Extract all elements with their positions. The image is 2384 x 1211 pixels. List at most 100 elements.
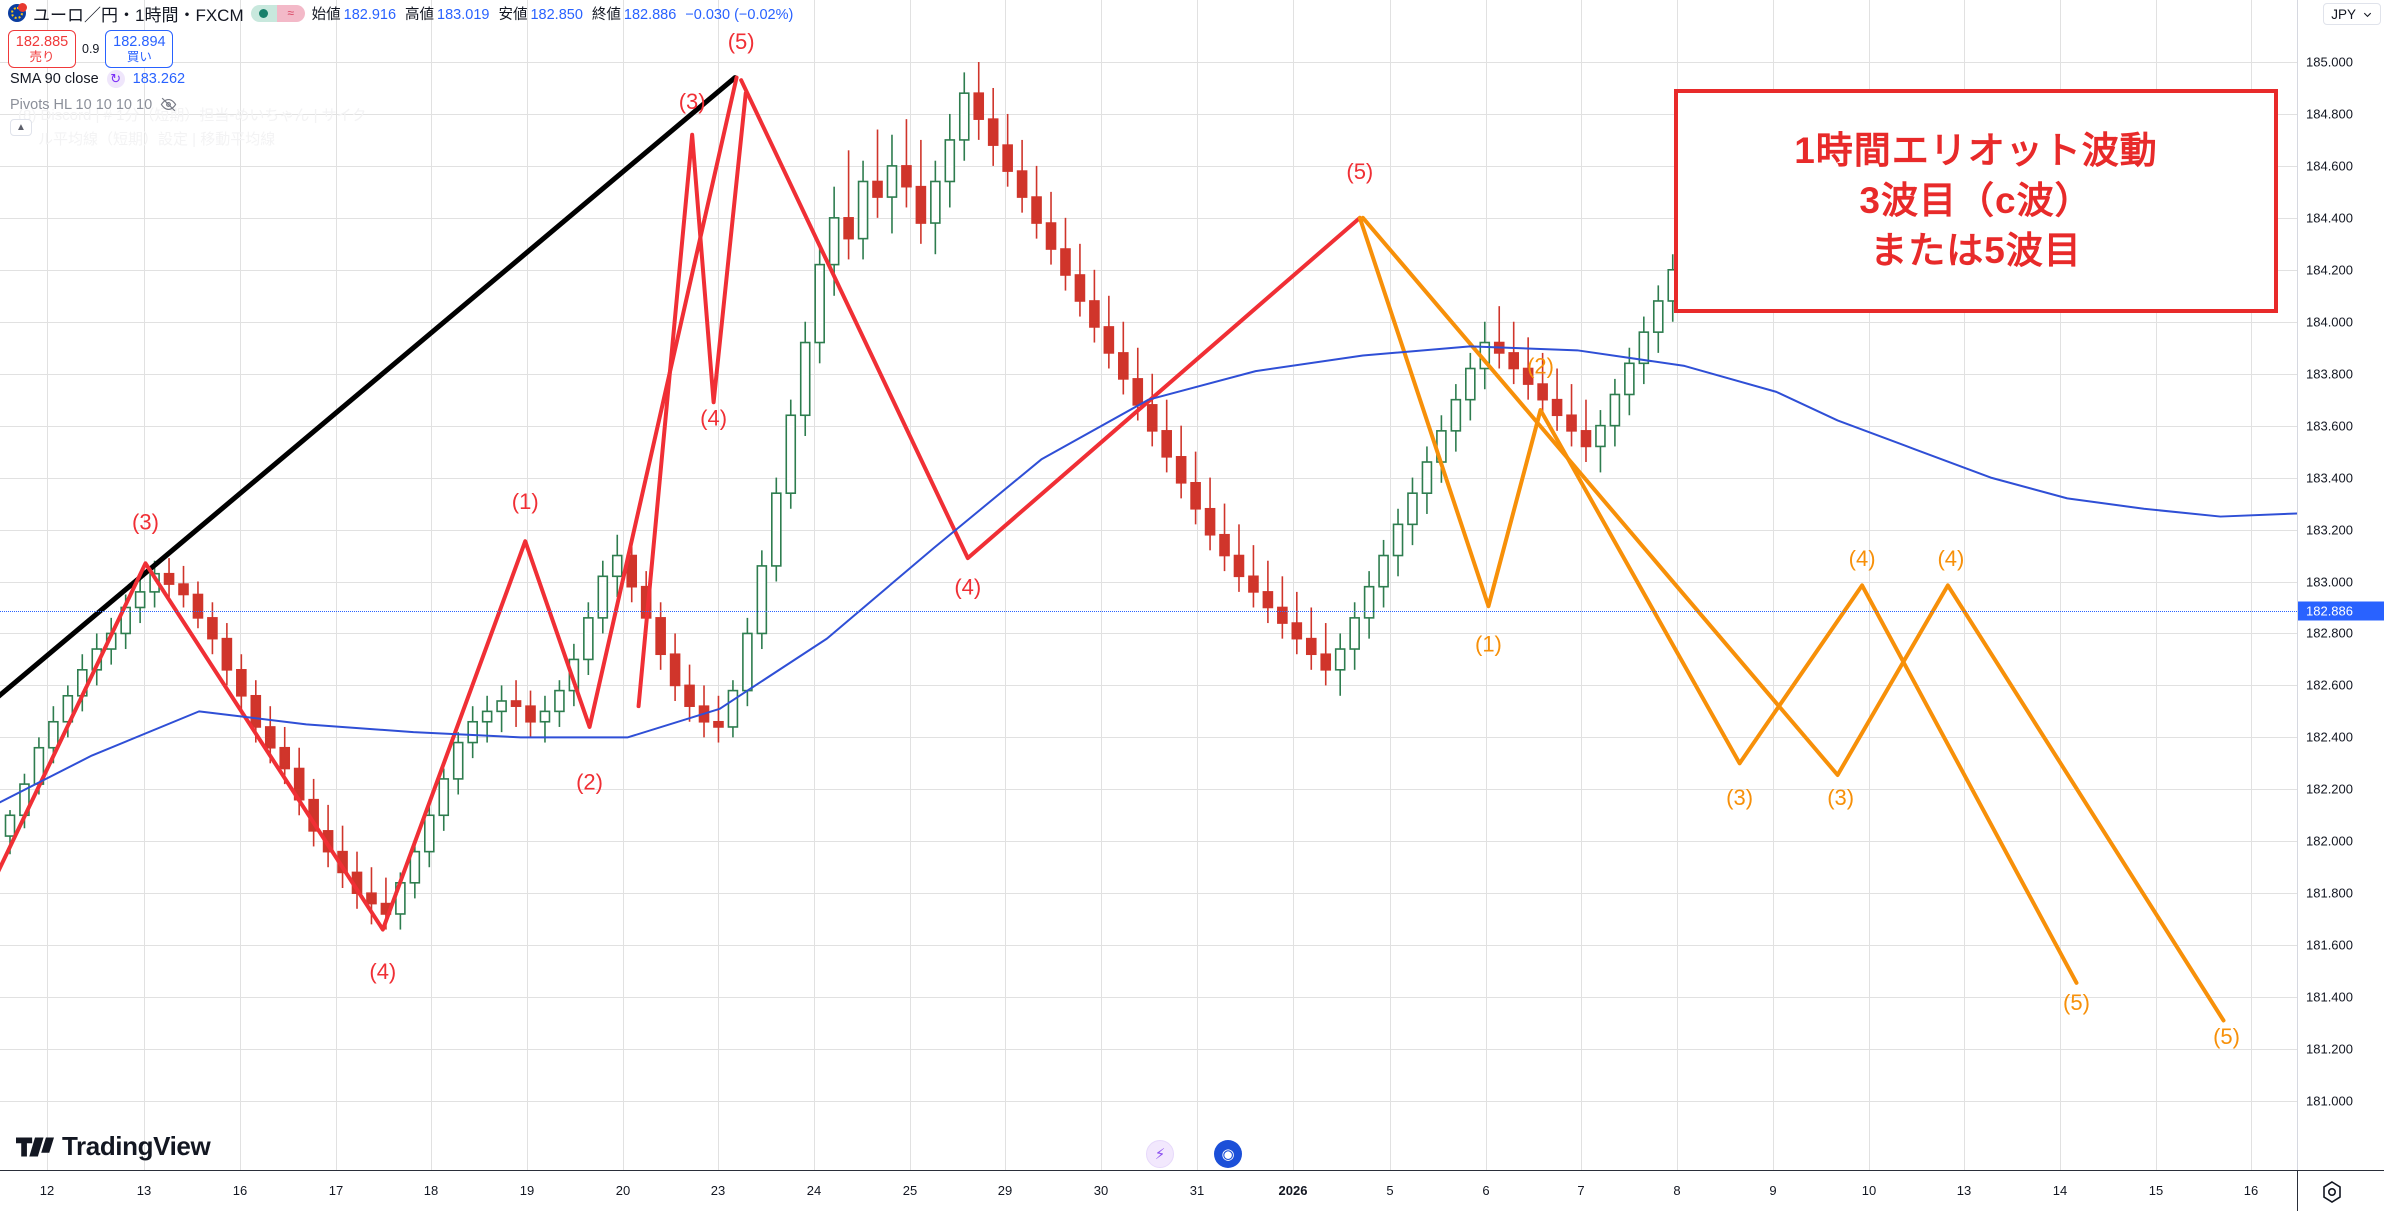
- price-tick: 181.000: [2306, 1093, 2353, 1109]
- time-tick: 17: [328, 1183, 344, 1198]
- buy-button[interactable]: 182.894 買い: [105, 30, 174, 68]
- indicator-value-sma: 183.262: [132, 71, 186, 87]
- annotation-line-1: 1時間エリオット波動: [1794, 130, 2158, 171]
- time-tick: 13: [1956, 1183, 1972, 1198]
- time-tick: 15: [2148, 1183, 2164, 1198]
- gridline-vertical: [1773, 0, 1774, 1170]
- collapse-legend-button[interactable]: ▲: [10, 119, 32, 136]
- price-tick: 181.400: [2306, 989, 2353, 1005]
- annotation-line-3: または5波目: [1870, 230, 2082, 271]
- price-tick: 182.800: [2306, 625, 2353, 641]
- time-tick: 16: [232, 1183, 248, 1198]
- price-axis[interactable]: JPY 185.000 184.800 184.600 184.400 184.200 1…: [2297, 0, 2384, 1170]
- indicator-name-pivots: Pivots HL 10 10 10 10: [10, 96, 153, 113]
- price-tick: 184.200: [2306, 262, 2353, 278]
- watermark-line1: (8) Discord | # 1分（短期）担当-めいちゃん | サイク: [18, 107, 367, 124]
- time-tick: 19: [519, 1183, 535, 1198]
- indicator-name-sma: SMA 90 close: [10, 71, 99, 87]
- chart-header: ユーロ／円・1時間・FXCM ≈ 始値 182.916 高値 183.019 安値 1…: [0, 0, 793, 26]
- wave-mode-icon[interactable]: ≈: [276, 4, 305, 22]
- open-value: 182.916: [343, 6, 397, 23]
- gridline-horizontal: [0, 1049, 2297, 1051]
- sell-price: 182.885: [15, 34, 69, 50]
- wave-label: (4): [954, 574, 981, 599]
- time-tick: 8: [1673, 1183, 1681, 1198]
- gridline-horizontal: [0, 529, 2297, 531]
- current-price-badge: 182.886: [2298, 601, 2384, 621]
- wave-label: (2): [576, 769, 603, 794]
- buy-price: 182.894: [113, 34, 166, 50]
- price-tick: 184.600: [2306, 158, 2353, 174]
- wave-label: (3): [1726, 785, 1753, 810]
- gridline-horizontal: [0, 633, 2297, 635]
- price-tick: 182.600: [2306, 677, 2353, 693]
- gridline-horizontal: [0, 165, 2297, 167]
- gridline-horizontal: [0, 685, 2297, 687]
- globe-icon[interactable]: ◉: [1214, 1140, 1242, 1168]
- time-tick: 29: [997, 1183, 1013, 1198]
- price-tick: 183.600: [2306, 418, 2353, 434]
- currency-selector[interactable]: JPY: [2323, 3, 2381, 25]
- tradingview-brand-text: TradingView: [62, 1131, 211, 1161]
- trade-widget: 182.885 売り 0.9 182.894 買い: [8, 30, 174, 68]
- gridline-vertical: [814, 0, 815, 1170]
- gridline-horizontal: [0, 477, 2297, 479]
- sync-icon[interactable]: ↻: [106, 70, 125, 88]
- indicator-legend-pivots[interactable]: Pivots HL 10 10 10 10: [10, 96, 177, 113]
- gridline-horizontal: [0, 997, 2297, 999]
- high-label: 高値: [405, 6, 435, 23]
- gridline-horizontal: [0, 893, 2297, 895]
- clock-icon[interactable]: [2320, 1180, 2344, 1204]
- gridline-vertical: [431, 0, 432, 1170]
- price-tick: 184.000: [2306, 314, 2353, 330]
- gridline-horizontal: [0, 737, 2297, 739]
- gridline-horizontal: [0, 269, 2297, 271]
- gridline-vertical: [47, 0, 48, 1170]
- gridline-vertical: [2156, 0, 2157, 1170]
- time-axis[interactable]: 12 13 16 17 18 19 20 23 24 25 29 30 31 2026 5 6 7 8 9 10 13 1…: [0, 1170, 2384, 1211]
- spread-value: 0.9: [82, 42, 100, 56]
- sell-label: 売り: [29, 50, 55, 64]
- price-tick: 182.400: [2306, 729, 2353, 745]
- price-tick: 183.200: [2306, 522, 2353, 538]
- price-tick: 184.400: [2306, 210, 2353, 226]
- price-tick: 183.400: [2306, 470, 2353, 486]
- currency-label: JPY: [2331, 6, 2356, 22]
- chart-canvas: (3) (4) (1) (2) (3) (4) (5) (4) (5) (1) (2) (3) (4) (…: [0, 29, 2297, 1049]
- time-tick: 2026: [1278, 1183, 1308, 1198]
- elliott-orange-projection-alt: [1360, 215, 2226, 1023]
- ohlc-values: 始値 182.916 高値 183.019 安値 182.850 終値 182.886 …: [312, 3, 794, 24]
- gridline-horizontal: [0, 581, 2297, 583]
- price-tick: 184.800: [2306, 106, 2353, 122]
- time-tick: 25: [902, 1183, 918, 1198]
- price-tick: 181.600: [2306, 937, 2353, 953]
- wave-label: (5): [2213, 1024, 2240, 1049]
- wave-label: (1): [1475, 632, 1502, 657]
- annotation-box[interactable]: 1時間エリオット波動 3波目（c波） または5波目: [1674, 89, 2278, 313]
- tradingview-logo-icon: [16, 1137, 54, 1156]
- price-tick: 181.800: [2306, 885, 2353, 901]
- indicator-legend-sma[interactable]: SMA 90 close ↻ 183.262: [10, 70, 185, 88]
- wave-label: (5): [2063, 990, 2090, 1015]
- symbol-title[interactable]: ユーロ／円・1時間・FXCM: [33, 5, 244, 25]
- wave-label: (5): [728, 29, 755, 54]
- time-tick: 10: [1861, 1183, 1877, 1198]
- bolt-icon[interactable]: ⚡: [1146, 1140, 1174, 1168]
- eye-off-icon[interactable]: [160, 96, 177, 113]
- time-tick: 30: [1093, 1183, 1109, 1198]
- candlestick-series: [4, 62, 1693, 930]
- chart-style-pills[interactable]: ≈: [250, 4, 305, 22]
- open-label: 始値: [311, 6, 341, 23]
- time-tick: 7: [1577, 1183, 1585, 1198]
- low-label: 安値: [498, 6, 528, 23]
- gridline-vertical: [1005, 0, 1006, 1170]
- tradingview-logo[interactable]: TradingView: [16, 1131, 211, 1162]
- chevron-down-icon: [2363, 12, 2372, 17]
- gridline-horizontal: [0, 789, 2297, 791]
- wave-label: (3): [679, 89, 706, 114]
- annotation-line-2: 3波目（c波）: [1859, 180, 2093, 221]
- time-tick: 16: [2243, 1183, 2259, 1198]
- candle-mode-icon[interactable]: [250, 4, 277, 22]
- gridline-vertical: [1486, 0, 1487, 1170]
- sell-button[interactable]: 182.885 売り: [8, 30, 76, 68]
